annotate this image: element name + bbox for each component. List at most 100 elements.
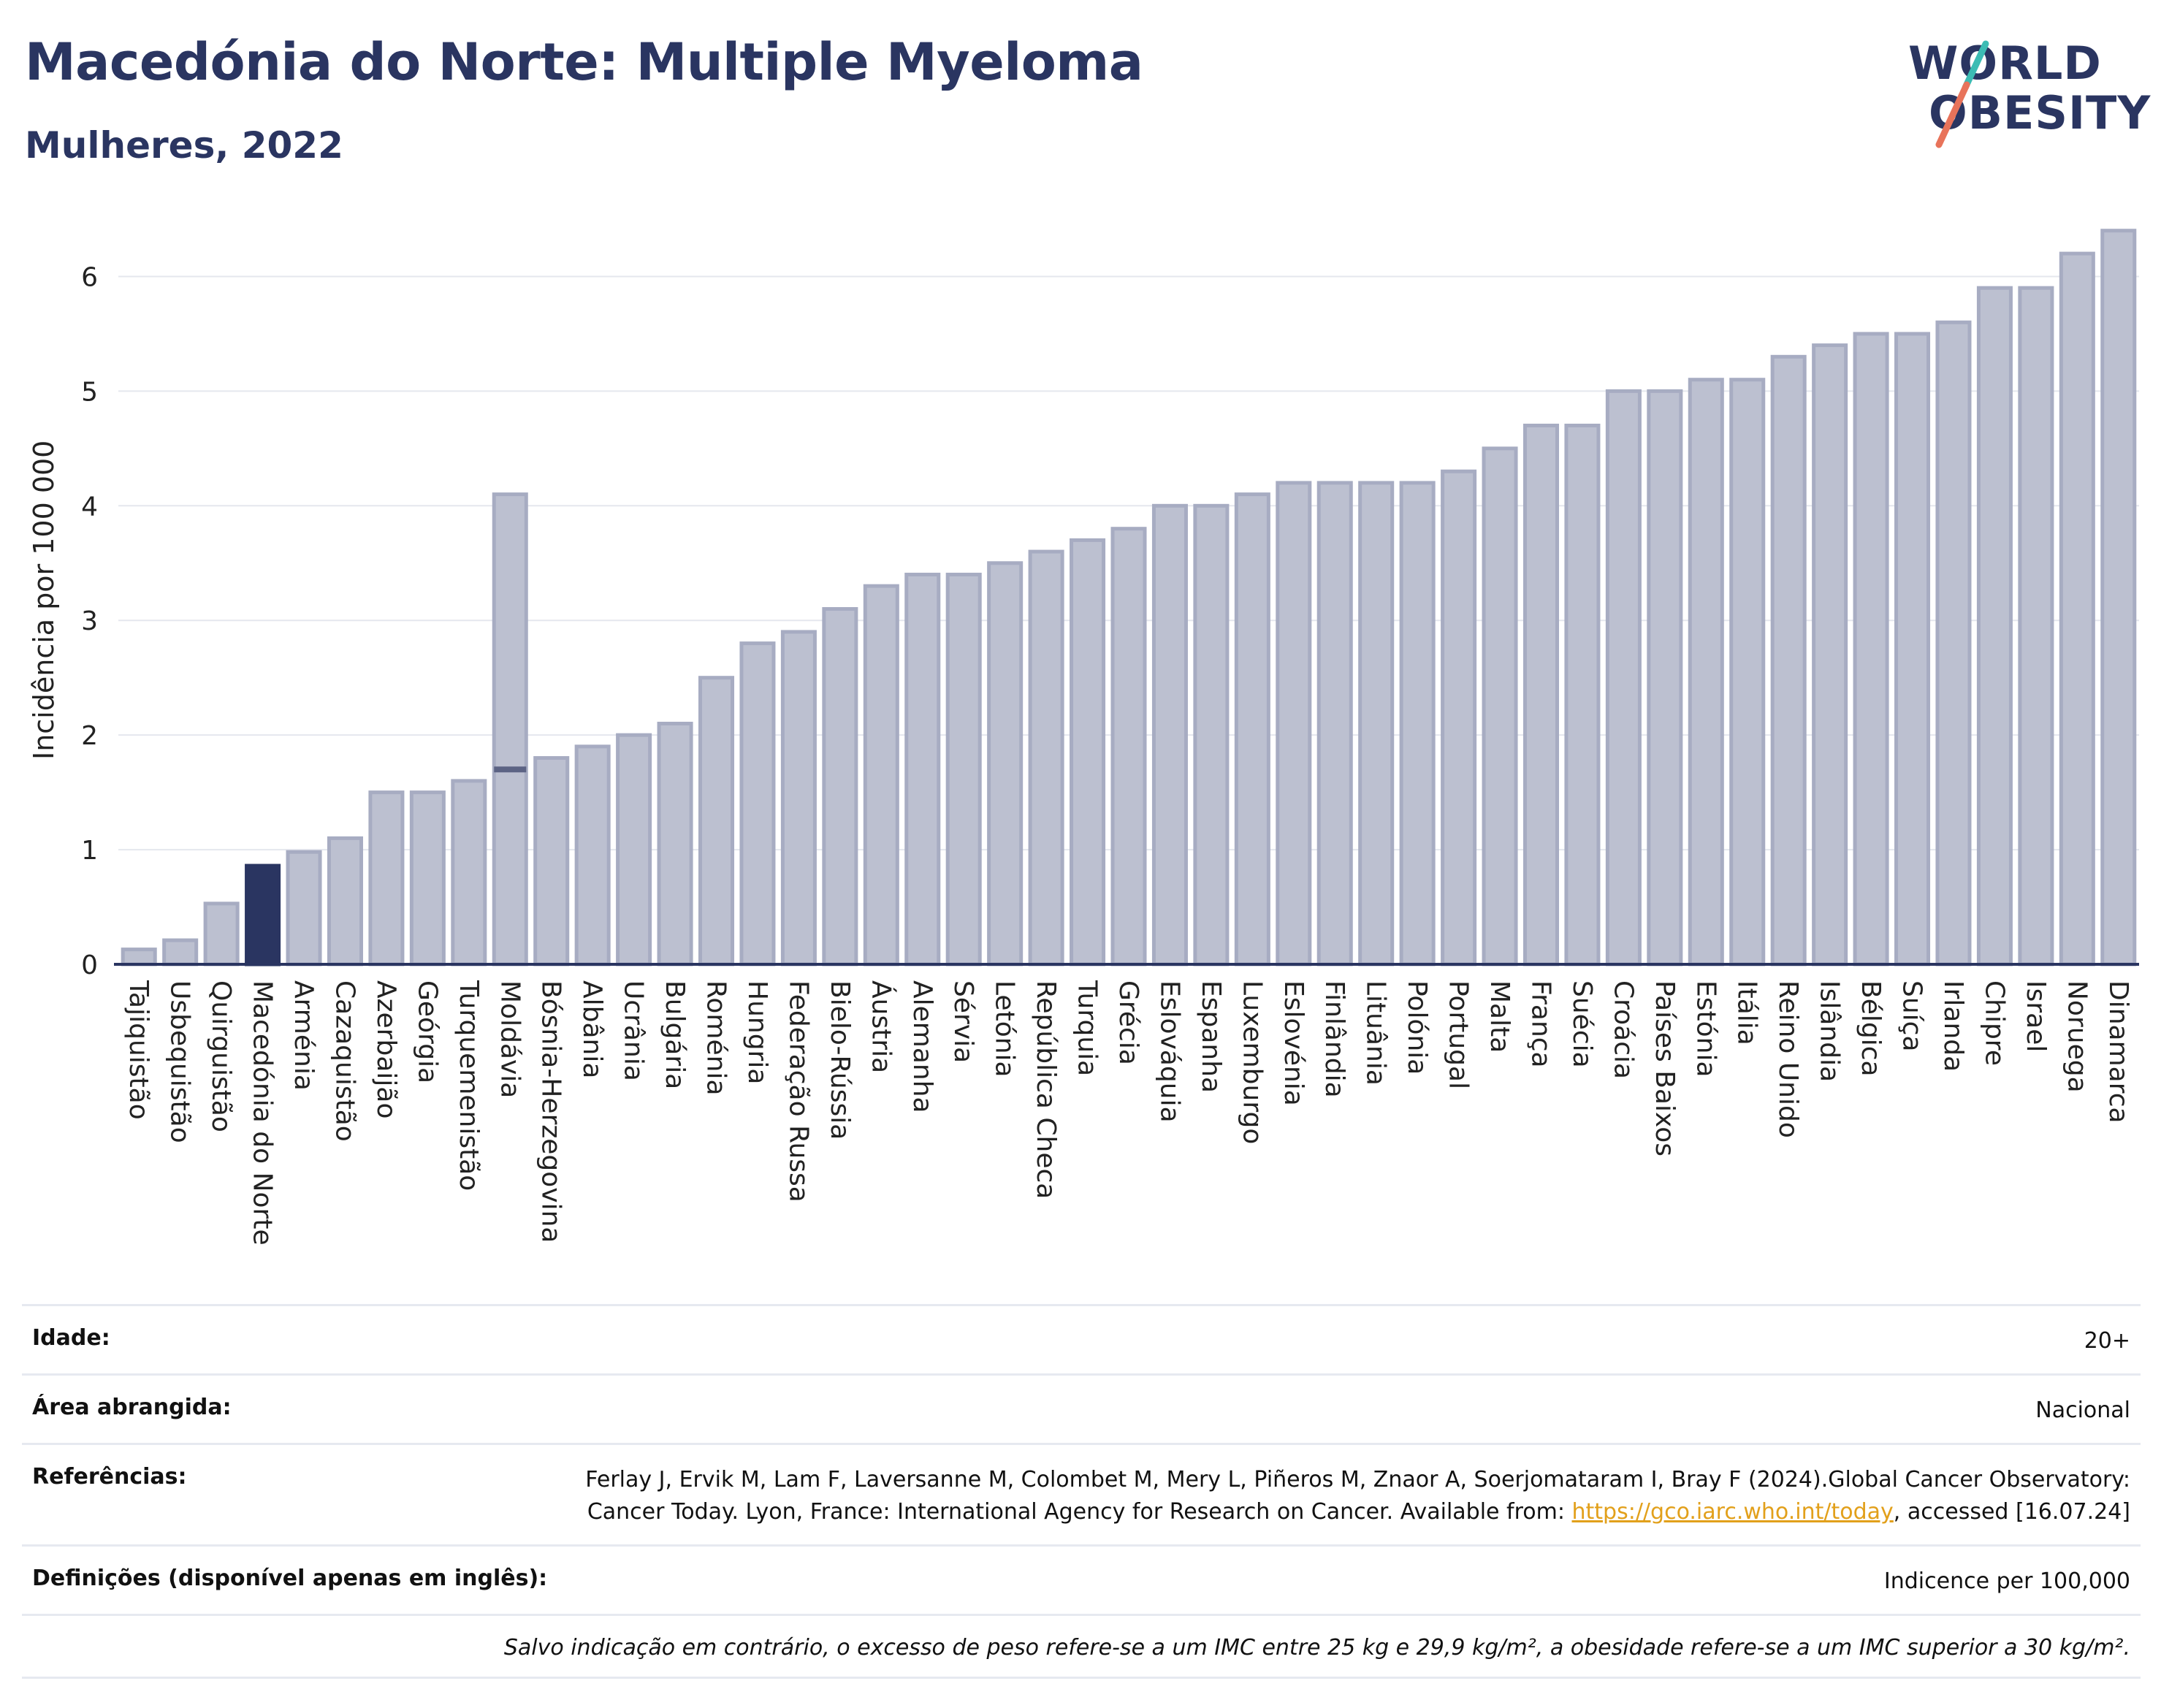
y-tick-label: 3 xyxy=(81,606,98,636)
bar xyxy=(1110,527,1147,967)
bar xyxy=(245,863,281,967)
x-tick-label: Tajiquistão xyxy=(123,980,153,1120)
bar xyxy=(1193,503,1230,967)
x-tick-label: Luxemburgo xyxy=(1237,980,1267,1144)
x-tick-label: Bélgica xyxy=(1856,980,1886,1077)
y-tick-label: 5 xyxy=(81,377,98,407)
world-obesity-logo: WORLD OBESITY xyxy=(1899,22,2152,153)
bar xyxy=(1605,389,1642,967)
bar xyxy=(1729,378,1766,967)
bar xyxy=(904,572,941,967)
x-tick-label: Suécia xyxy=(1567,980,1597,1068)
bar xyxy=(1853,332,1889,967)
x-tick-label: Alemanha xyxy=(907,980,937,1113)
info-row-note: Salvo indicação em contrário, o excesso … xyxy=(22,1614,2141,1679)
x-tick-label: Albânia xyxy=(577,980,607,1078)
x-tick-label: Croácia xyxy=(1608,980,1638,1079)
bar xyxy=(822,607,858,967)
bar-chart: 0 1 2 3 4 5 6 Tajiquistão Usbequistão Quirguistão… xyxy=(0,190,2161,1289)
x-tick-label: Israel xyxy=(2021,980,2051,1052)
bar xyxy=(533,756,570,967)
bar xyxy=(1647,389,1683,967)
x-tick-label: Dinamarca xyxy=(2103,980,2133,1124)
x-tick-label: Ucrânia xyxy=(619,980,649,1081)
references-text: Ferlay J, Ervik M, Lam F, Laversanne M, … xyxy=(585,1467,2130,1525)
bar xyxy=(1358,481,1395,967)
age-value: 20+ xyxy=(2084,1328,2130,1354)
y-tick-label: 6 xyxy=(81,262,98,292)
x-tick-label: Reino Unido xyxy=(1773,980,1803,1138)
x-tick-label: Suíça xyxy=(1897,980,1927,1052)
bar xyxy=(739,641,776,967)
x-tick-label: Bósnia-Herzegovina xyxy=(536,980,566,1243)
bar xyxy=(492,492,528,967)
chart-title: Macedónia do Norte: Multiple Myeloma xyxy=(25,32,1143,92)
bar xyxy=(286,850,322,967)
bar xyxy=(1482,446,1518,967)
bmi-note: Salvo indicação em contrário, o excesso … xyxy=(503,1635,2130,1661)
x-tick-label: Eslováquia xyxy=(1154,980,1184,1123)
info-row-age: Idade: 20+ xyxy=(22,1304,2141,1373)
bar xyxy=(1522,423,1560,967)
x-tick-label: Áustria xyxy=(866,980,896,1073)
x-tick-label: Arménia xyxy=(289,980,319,1091)
info-table: Idade: 20+ Área abrangida: Nacional Refe… xyxy=(22,1304,2141,1679)
bar xyxy=(1234,492,1270,967)
x-tick-label: Lituânia xyxy=(1361,980,1391,1086)
x-tick-label: Azerbaijão xyxy=(371,980,401,1118)
info-row-area: Área abrangida: Nacional xyxy=(22,1373,2141,1443)
bar xyxy=(616,733,652,967)
info-row-references: Referências: Ferlay J, Ervik M, Lam F, L… xyxy=(22,1443,2141,1544)
bar xyxy=(203,901,240,967)
x-tick-label: Quirguistão xyxy=(206,980,236,1132)
bar xyxy=(945,572,982,967)
bar xyxy=(1564,423,1601,967)
x-tick-label: Cazaquistão xyxy=(329,980,359,1142)
x-tick-label: Estónia xyxy=(1691,980,1720,1078)
y-tick-label: 1 xyxy=(81,836,98,866)
area-value: Nacional xyxy=(2035,1398,2130,1423)
chart-subtitle: Mulheres, 2022 xyxy=(25,124,343,167)
y-axis-label: Incidência por 100 000 xyxy=(28,440,60,760)
bar xyxy=(121,948,157,967)
bar xyxy=(863,584,899,967)
logo-line-2: OBESITY xyxy=(1929,86,2152,140)
x-tick-label: Usbequistão xyxy=(165,980,195,1143)
bar xyxy=(1935,320,1972,967)
x-tick-label: Países Baixos xyxy=(1650,980,1680,1156)
x-tick-label: Bielo-Rússia xyxy=(825,980,855,1140)
bar xyxy=(1441,469,1477,967)
bar xyxy=(780,630,817,967)
bar xyxy=(1070,538,1106,967)
references-link[interactable]: https://gco.iarc.who.int/today xyxy=(1571,1499,1894,1525)
bar xyxy=(698,676,735,967)
x-tick-label: Moldávia xyxy=(495,980,525,1098)
bar xyxy=(2018,286,2054,967)
x-tick-label: Polónia xyxy=(1402,980,1432,1075)
bar xyxy=(409,790,446,967)
x-tick-label: Noruega xyxy=(2062,980,2092,1093)
x-tick-label: Espanha xyxy=(1196,980,1226,1093)
x-tick-label: Geórgia xyxy=(412,980,442,1083)
bar xyxy=(451,779,487,967)
x-tick-label: Grécia xyxy=(1113,980,1143,1065)
area-label: Área abrangida: xyxy=(32,1395,232,1420)
x-tick-label: Macedónia do Norte xyxy=(248,980,278,1246)
logo-line-1: WORLD xyxy=(1908,37,2102,90)
info-row-definitions: Definições (disponível apenas em inglês)… xyxy=(22,1544,2141,1614)
y-tick-label: 4 xyxy=(81,492,98,522)
bar xyxy=(368,790,405,967)
x-tick-label: Irlanda xyxy=(1938,980,1968,1072)
x-tick-label: Turquemenistão xyxy=(454,980,484,1191)
x-tick-label: Turquia xyxy=(1072,980,1102,1076)
x-tick-label: República Checa xyxy=(1031,980,1061,1199)
bar xyxy=(162,938,199,967)
x-tick-label: Federação Russa xyxy=(783,980,813,1202)
bar xyxy=(987,561,1024,967)
bar xyxy=(2059,251,2095,967)
bar xyxy=(1894,332,1931,967)
bar xyxy=(1276,481,1312,967)
bar xyxy=(327,836,363,967)
bar xyxy=(1688,378,1724,967)
x-tick-label: Finlândia xyxy=(1319,980,1349,1098)
